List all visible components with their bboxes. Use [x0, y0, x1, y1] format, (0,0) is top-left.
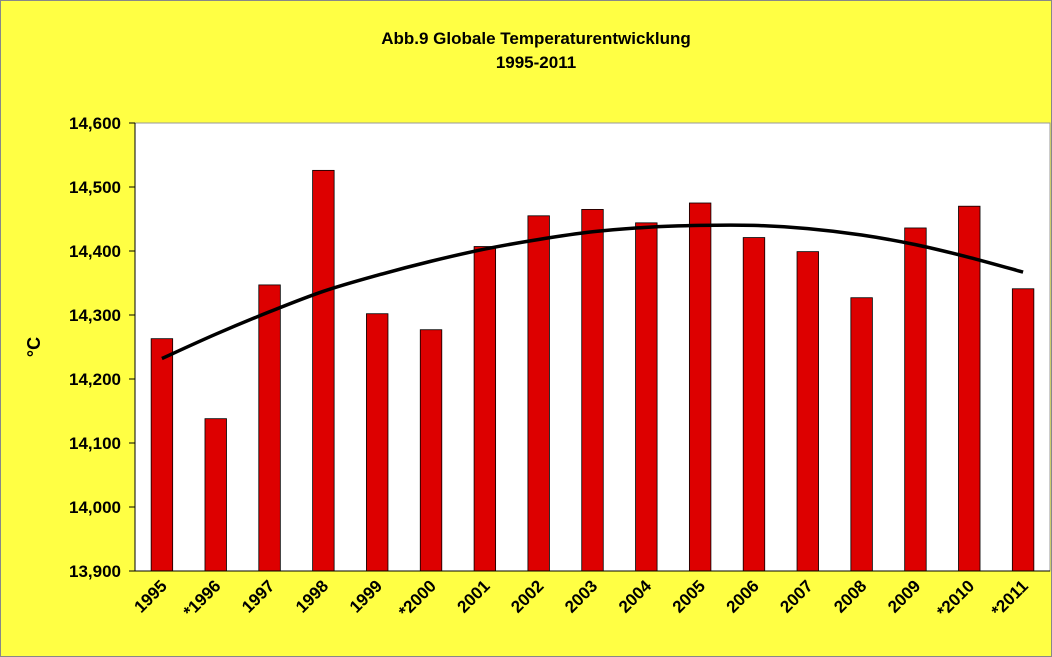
bar: [1011, 288, 1035, 572]
bar: [850, 297, 873, 572]
bar: [688, 202, 712, 572]
bar: [312, 169, 335, 572]
y-axis-label: °C: [24, 337, 44, 357]
y-tick-label: 14,600: [69, 114, 121, 133]
bar: [204, 418, 227, 572]
bar: [635, 222, 658, 572]
bar: [419, 329, 443, 572]
y-tick-label: 14,100: [69, 434, 121, 453]
bar: [581, 208, 604, 572]
bar: [150, 338, 174, 572]
bar: [473, 246, 497, 572]
trend-line: [161, 223, 1024, 361]
bar: [742, 237, 766, 572]
bar: [904, 227, 927, 572]
y-tick-label: 14,400: [69, 242, 121, 261]
bar: [796, 251, 819, 572]
chart-title: Abb.9 Globale Temperaturentwicklung: [381, 29, 691, 48]
y-tick-label: 14,000: [69, 498, 121, 517]
y-tick-label: 14,500: [69, 178, 121, 197]
y-tick-label: 14,300: [69, 306, 121, 325]
y-tick-label: 14,200: [69, 370, 121, 389]
chart-subtitle: 1995-2011: [496, 53, 576, 72]
bar: [527, 215, 550, 572]
y-tick-label: 13,900: [69, 562, 121, 581]
bar: [258, 284, 281, 572]
bar: [366, 313, 389, 572]
